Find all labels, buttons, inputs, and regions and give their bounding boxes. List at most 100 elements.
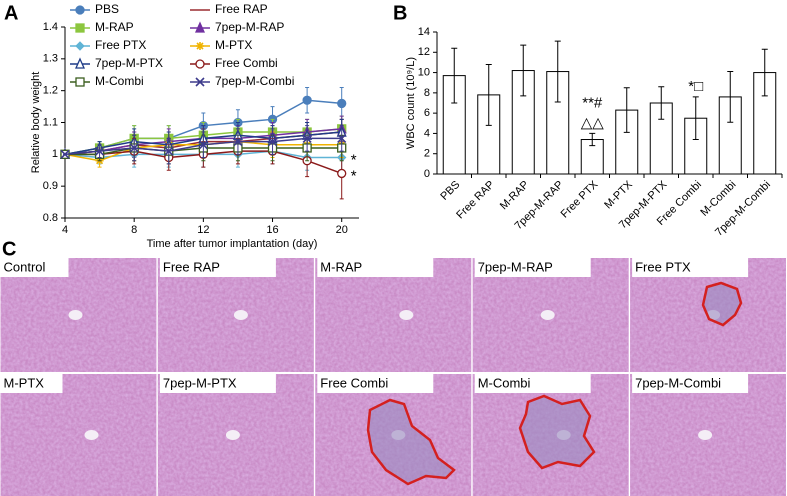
legend-label: Free PTX: [95, 38, 146, 52]
x-tick-label: 12: [197, 224, 209, 236]
image-label: 7pep-M-RAP: [478, 259, 553, 274]
vessel: [540, 310, 555, 320]
image-label: 7pep-M-PTX: [163, 375, 237, 390]
error-bar: [623, 87, 630, 133]
y-tick-label: 4: [424, 127, 430, 139]
vessel: [84, 430, 99, 440]
legend-marker: [75, 5, 85, 15]
x-tick-label: 16: [266, 224, 278, 236]
lesion-core: [703, 283, 741, 325]
legend-marker: [195, 59, 205, 69]
vessel: [68, 310, 83, 320]
marker: [60, 149, 70, 159]
x-tick-label: M-RAP: [498, 179, 532, 213]
error-bar: [589, 132, 596, 147]
legend-label: M-PTX: [215, 38, 252, 52]
y-tick-label: 12: [418, 46, 430, 58]
legend-marker: [194, 21, 206, 33]
legend-marker: [196, 42, 204, 50]
lesion-outline: [366, 398, 456, 486]
error-bar: [451, 47, 458, 104]
marker: [164, 146, 174, 156]
label-box: [159, 374, 276, 393]
legend-label: Free RAP: [215, 2, 268, 16]
error-bar: [520, 44, 527, 97]
image-label: Free RAP: [163, 259, 220, 274]
vessel: [399, 310, 414, 320]
y-tick-label: 1: [52, 148, 58, 160]
marker: [198, 140, 208, 150]
x-tick-label: 4: [62, 224, 68, 236]
y-tick-label: 0.9: [43, 180, 58, 192]
marker: [233, 137, 243, 147]
label-box: [317, 258, 434, 277]
legend-marker: [195, 77, 205, 87]
marker: [95, 146, 105, 156]
lesion-core: [520, 396, 594, 468]
y-axis-label: WBC count (10⁹/L): [405, 57, 417, 149]
lesion-core: [368, 400, 454, 484]
image-label: 7pep-M-Combi: [635, 375, 721, 390]
legend-marker: [75, 23, 85, 33]
image-label: M-RAP: [320, 259, 362, 274]
marker: [337, 168, 347, 179]
vessel: [698, 430, 713, 440]
y-tick-label: 14: [418, 26, 430, 38]
vessel: [233, 310, 248, 320]
error-bar: [658, 86, 665, 120]
y-tick-label: 0: [424, 168, 430, 180]
x-tick-label: Free RAP: [454, 179, 497, 222]
legend-label: PBS: [95, 2, 119, 16]
legend-label: Free Combi: [215, 56, 278, 70]
legend-label: 7pep-M-RAP: [215, 20, 284, 34]
error-bar: [485, 63, 492, 126]
marker: [302, 95, 312, 105]
image-label: M-Combi: [478, 375, 531, 390]
y-tick-label: 1.3: [43, 53, 58, 65]
lesion-outline: [518, 394, 596, 470]
error-bar: [761, 48, 768, 97]
y-tick-label: 1.1: [43, 116, 58, 128]
legend-label: 7pep-M-Combi: [215, 74, 294, 88]
marker: [337, 98, 347, 109]
legend-label: M-Combi: [95, 74, 144, 88]
error-bar: [554, 40, 561, 103]
y-tick-label: 8: [424, 87, 430, 99]
significance-mark: △△: [581, 114, 605, 131]
x-tick-label: PBS: [438, 179, 462, 203]
y-tick-label: 6: [424, 107, 430, 119]
marker: [129, 143, 139, 153]
label-box: [474, 258, 591, 277]
y-tick-label: 2: [424, 148, 430, 160]
image-label: Free PTX: [635, 259, 691, 274]
label-box: [159, 258, 276, 277]
error-bar: [692, 96, 699, 141]
x-axis-label: Time after tumor implantation (day): [147, 238, 318, 250]
tissue-texture: [0, 374, 157, 496]
lesion-outline: [701, 281, 743, 327]
y-tick-label: 10: [418, 66, 430, 78]
image-label: Free Combi: [320, 375, 388, 390]
x-tick-label: 8: [131, 224, 137, 236]
legend-marker: [75, 41, 85, 51]
image-label: M-PTX: [4, 375, 45, 390]
significance-mark: *: [351, 167, 357, 184]
label-box: [474, 374, 591, 393]
label-box: [632, 258, 749, 277]
y-tick-label: 1.4: [43, 21, 58, 33]
label-box: [0, 258, 69, 277]
marker: [267, 137, 278, 147]
panel-label: B: [393, 2, 407, 24]
image-label: Control: [4, 259, 46, 274]
legend-marker: [74, 57, 86, 69]
x-tick-label: Free PTX: [559, 178, 601, 220]
histology-panel: Control Free RAP M-RAP 7pep-M-RAP Free PTX M-…: [0, 258, 786, 496]
error-bar: [727, 71, 734, 123]
significance-mark: *□: [688, 78, 703, 95]
legend-marker: [75, 77, 85, 87]
marker: [337, 133, 347, 143]
panel-label: A: [4, 2, 18, 24]
panel-label: C: [2, 238, 16, 260]
